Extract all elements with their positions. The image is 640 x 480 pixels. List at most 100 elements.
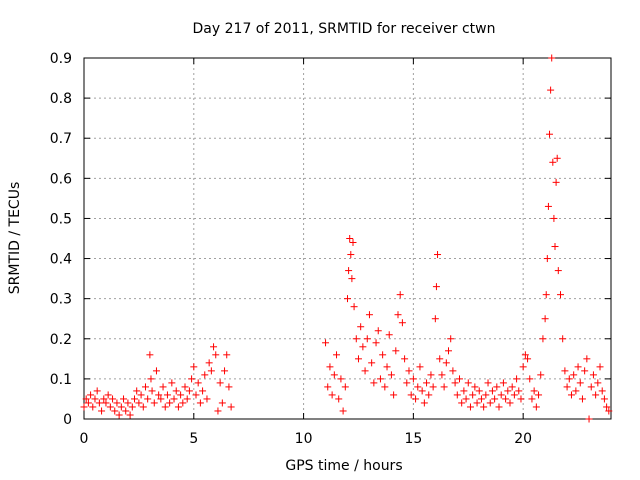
data-point (510, 391, 518, 399)
data-point (385, 331, 393, 339)
data-point (89, 403, 97, 411)
data-point (333, 351, 341, 359)
y-tick-label: 0.9 (50, 51, 72, 67)
data-point (521, 351, 529, 359)
data-point (453, 391, 461, 399)
data-point (102, 399, 110, 407)
data-point (592, 391, 600, 399)
data-point (524, 355, 532, 363)
data-point (214, 407, 222, 415)
data-point (335, 395, 343, 403)
data-point (95, 399, 103, 407)
data-point (561, 367, 569, 375)
data-point (370, 379, 378, 387)
data-point (221, 367, 229, 375)
data-point (460, 387, 468, 395)
data-point (546, 130, 554, 138)
data-point (414, 383, 422, 391)
data-point (486, 399, 494, 407)
data-point (497, 391, 505, 399)
data-point (471, 383, 479, 391)
data-point (440, 383, 448, 391)
data-point (188, 375, 196, 383)
data-point (141, 383, 149, 391)
data-point (216, 379, 224, 387)
data-point (482, 391, 490, 399)
data-point (583, 355, 591, 363)
data-point (596, 363, 604, 371)
data-point (589, 371, 597, 379)
data-point (517, 395, 525, 403)
data-point (347, 251, 355, 259)
data-point (128, 403, 136, 411)
data-point (550, 214, 558, 222)
data-point (553, 154, 561, 162)
x-axis-label: GPS time / hours (285, 458, 402, 474)
x-tick-label: 5 (189, 431, 198, 447)
data-point (543, 255, 551, 263)
data-point (412, 395, 420, 403)
data-point (447, 335, 455, 343)
data-point (576, 379, 584, 387)
data-point (466, 403, 474, 411)
data-point (585, 415, 593, 423)
y-tick-label: 0.1 (50, 372, 72, 388)
data-point (337, 375, 345, 383)
data-point (339, 407, 347, 415)
data-point (196, 399, 204, 407)
data-point (225, 383, 233, 391)
y-tick-label: 0.2 (50, 332, 72, 348)
data-point (547, 86, 555, 94)
data-point (227, 403, 235, 411)
data-point (199, 387, 207, 395)
data-point (392, 347, 400, 355)
data-point (100, 395, 108, 403)
data-point (111, 407, 119, 415)
data-point (345, 267, 353, 275)
data-point (82, 395, 90, 403)
data-point (605, 407, 613, 415)
data-point (513, 375, 521, 383)
data-point (574, 363, 582, 371)
data-point (207, 367, 215, 375)
data-point (212, 351, 220, 359)
data-point (368, 359, 376, 367)
data-point (155, 391, 163, 399)
y-axis-label: SRMTID / TECUs (7, 182, 23, 295)
data-point (363, 335, 371, 343)
data-point (530, 387, 538, 395)
data-point (506, 399, 514, 407)
data-point (600, 395, 608, 403)
data-point (357, 323, 365, 331)
data-point (495, 403, 503, 411)
data-point (436, 355, 444, 363)
data-point (170, 395, 178, 403)
data-point (150, 399, 158, 407)
data-point (163, 391, 171, 399)
data-point (104, 391, 112, 399)
data-point (172, 387, 180, 395)
data-point (328, 391, 336, 399)
y-tick-label: 0.5 (50, 211, 72, 227)
data-point (598, 387, 606, 395)
data-point (565, 375, 573, 383)
data-point (502, 395, 510, 403)
data-point (554, 267, 562, 275)
data-point (477, 395, 485, 403)
data-point (429, 383, 437, 391)
data-point (603, 403, 611, 411)
data-point (117, 403, 125, 411)
data-point (174, 403, 182, 411)
data-point (344, 295, 351, 303)
data-point (322, 339, 330, 347)
data-point (185, 387, 193, 395)
data-point (551, 243, 559, 251)
data-point (133, 387, 141, 395)
data-point (544, 202, 552, 210)
data-point (542, 291, 550, 299)
data-point (361, 367, 369, 375)
data-point (131, 395, 139, 403)
data-point (451, 379, 459, 387)
data-point (341, 383, 349, 391)
